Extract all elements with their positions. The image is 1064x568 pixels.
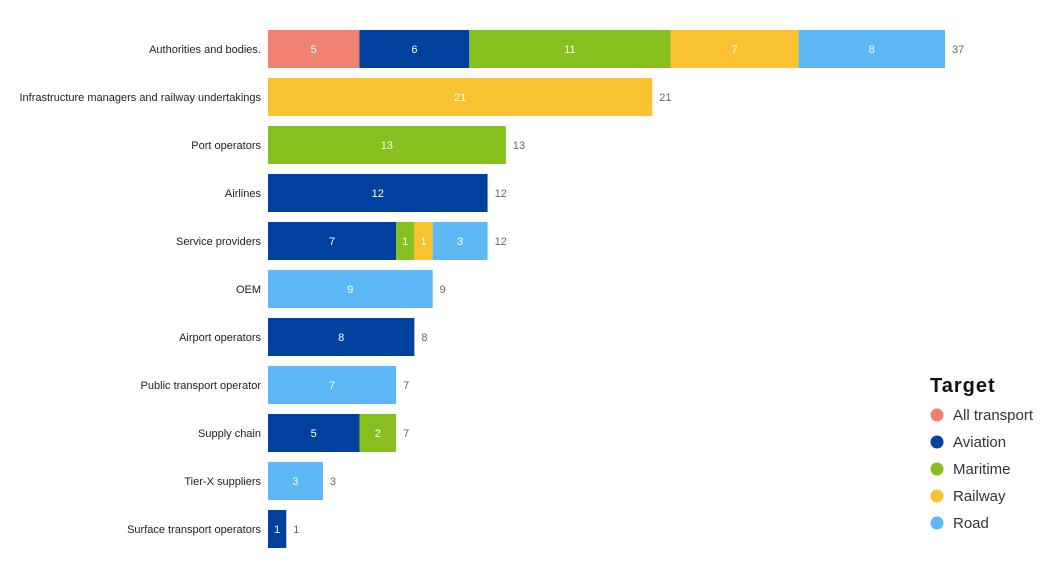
bar-segment-road[interactable] xyxy=(268,366,397,404)
category-label: Public transport operator xyxy=(141,380,262,392)
segment-label: 5 xyxy=(311,44,317,56)
segment-label: 8 xyxy=(869,44,875,56)
segment-label: 3 xyxy=(457,236,463,248)
legend-swatch xyxy=(930,462,944,476)
bar-segment-maritime[interactable] xyxy=(359,414,397,452)
bar-segment-railway[interactable] xyxy=(670,30,799,68)
legend: Target All transport Aviation Maritime Rail… xyxy=(930,375,1034,532)
segment-label: 8 xyxy=(338,332,344,344)
category-label: Supply chain xyxy=(198,428,261,440)
legend-label: Maritime xyxy=(953,461,1011,478)
segment-label: 12 xyxy=(372,188,384,200)
bar-row: Infrastructure managers and railway unde… xyxy=(19,78,671,116)
bar-row: Authorities and bodies. 5 6 11 7 8 37 xyxy=(149,30,964,68)
bar-row: Service providers 7 1 1 3 12 xyxy=(176,222,507,260)
legend-swatch xyxy=(930,435,944,449)
total-label: 21 xyxy=(659,92,671,104)
category-label: Service providers xyxy=(176,236,261,248)
segment-label: 9 xyxy=(347,284,353,296)
bar-segment-aviation[interactable] xyxy=(268,174,488,212)
segment-label: 3 xyxy=(292,476,298,488)
legend-label: Road xyxy=(953,515,989,532)
total-label: 3 xyxy=(330,476,336,488)
bar-row: Tier-X suppliers 3 3 xyxy=(184,462,336,500)
segment-label: 5 xyxy=(311,428,317,440)
total-label: 8 xyxy=(421,332,427,344)
total-label: 37 xyxy=(952,44,964,56)
bar-segment-maritime[interactable] xyxy=(469,30,671,68)
legend-swatch xyxy=(930,516,944,530)
bar-row: Port operators 13 13 xyxy=(191,126,525,164)
legend-label: All transport xyxy=(953,407,1034,424)
category-label: OEM xyxy=(236,284,261,296)
total-label: 9 xyxy=(440,284,446,296)
legend-item[interactable]: Railway xyxy=(930,488,1007,505)
segment-label: 1 xyxy=(420,236,426,248)
legend-item[interactable]: Maritime xyxy=(930,461,1011,478)
total-label: 12 xyxy=(495,236,507,248)
legend-label: Aviation xyxy=(953,434,1006,451)
bar-segment-aviation[interactable] xyxy=(268,510,287,548)
category-label: Port operators xyxy=(191,140,261,152)
bar-segment-road[interactable] xyxy=(432,222,488,260)
bar-segment-aviation[interactable] xyxy=(359,30,470,68)
segment-label: 7 xyxy=(329,236,335,248)
total-label: 13 xyxy=(513,140,525,152)
segment-label: 6 xyxy=(411,44,417,56)
bar-segment-road[interactable] xyxy=(798,30,945,68)
total-label: 7 xyxy=(403,428,409,440)
bar-row: Public transport operator 7 7 xyxy=(141,366,409,404)
legend-item[interactable]: All transport xyxy=(930,407,1034,424)
segment-label: 7 xyxy=(732,44,738,56)
bar-row: Supply chain 5 2 7 xyxy=(198,414,409,452)
total-label: 7 xyxy=(403,380,409,392)
bar-segment-all-transport[interactable] xyxy=(268,30,360,68)
legend-item[interactable]: Road xyxy=(930,515,989,532)
bar-segment-road[interactable] xyxy=(268,270,433,308)
bar-row: Airport operators 8 8 xyxy=(179,318,428,356)
bar-segment-railway[interactable] xyxy=(414,222,433,260)
segment-label: 7 xyxy=(329,380,335,392)
bars: Authorities and bodies. 5 6 11 7 8 37Infrastru… xyxy=(19,30,964,548)
bar-segment-maritime[interactable] xyxy=(396,222,415,260)
segment-label: 21 xyxy=(454,92,466,104)
legend-swatch xyxy=(930,408,944,422)
bar-segment-aviation[interactable] xyxy=(268,222,397,260)
category-label: Infrastructure managers and railway unde… xyxy=(19,92,261,104)
bar-row: OEM 9 9 xyxy=(236,270,446,308)
bar-segment-road[interactable] xyxy=(268,462,323,500)
segment-label: 11 xyxy=(564,44,575,56)
segment-label: 1 xyxy=(402,236,408,248)
category-label: Tier-X suppliers xyxy=(184,476,261,488)
bar-segment-railway[interactable] xyxy=(268,78,653,116)
category-label: Airport operators xyxy=(179,332,261,344)
segment-label: 2 xyxy=(375,428,381,440)
category-label: Authorities and bodies. xyxy=(149,44,261,56)
legend-swatch xyxy=(930,489,944,503)
category-label: Airlines xyxy=(225,188,262,200)
total-label: 1 xyxy=(293,524,299,536)
segment-label: 1 xyxy=(274,524,280,536)
bar-segment-aviation[interactable] xyxy=(268,318,415,356)
bar-row: Surface transport operators 1 1 xyxy=(127,510,299,548)
total-label: 12 xyxy=(495,188,507,200)
bar-segment-maritime[interactable] xyxy=(268,126,506,164)
bar-segment-aviation[interactable] xyxy=(268,414,360,452)
bar-row: Airlines 12 12 xyxy=(225,174,507,212)
legend-title: Target xyxy=(930,375,996,397)
category-label: Surface transport operators xyxy=(127,524,261,536)
legend-item[interactable]: Aviation xyxy=(930,434,1007,451)
legend-label: Railway xyxy=(953,488,1006,505)
segment-label: 13 xyxy=(381,140,393,152)
